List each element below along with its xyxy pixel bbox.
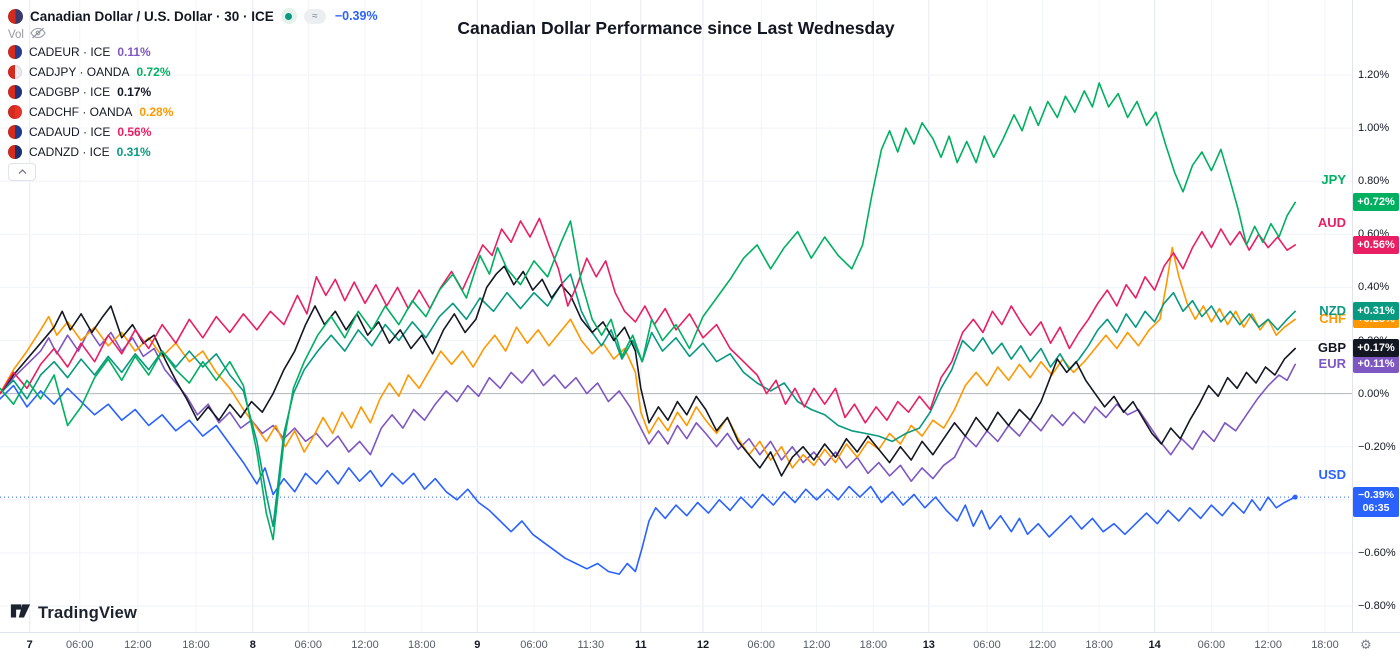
legend-pair-label: CADEUR · ICE [29, 44, 111, 59]
collapse-legend-button[interactable] [8, 163, 36, 181]
time-axis-label[interactable]: 18:00 [1311, 639, 1339, 651]
bar-countdown: 06:35 [1362, 502, 1390, 515]
legend-row-cadjpy[interactable]: CADJPY · OANDA 0.72% [8, 62, 173, 81]
time-axis-label[interactable]: 06:00 [294, 639, 323, 651]
time-axis-label[interactable]: 11:30 [577, 639, 605, 651]
time-axis-label[interactable]: 12:00 [351, 639, 379, 651]
legend-row-cadgbp[interactable]: CADGBP · ICE 0.17% [8, 82, 173, 101]
legend-pair-change: 0.17% [117, 84, 152, 99]
legend-row-cadaud[interactable]: CADAUD · ICE 0.56% [8, 122, 173, 141]
price-label-aud[interactable]: +0.56% [1353, 235, 1399, 254]
time-axis-label[interactable]: 9 [474, 639, 481, 651]
pair-flag-icon [8, 104, 22, 119]
eye-slash-icon[interactable] [30, 26, 46, 44]
time-axis-label[interactable]: 18:00 [408, 639, 436, 651]
series-code-nzd: NZD [1319, 303, 1346, 319]
time-axis-label[interactable]: 06:00 [66, 639, 94, 651]
legend-pair-change: 0.28% [139, 104, 174, 119]
price-axis-border[interactable] [1352, 0, 1353, 632]
volume-indicator-row[interactable]: Vol [8, 26, 46, 44]
pair-flag-icon [8, 144, 22, 159]
pair-flag-icon [8, 44, 22, 59]
realtime-dot-icon [285, 12, 293, 20]
price-label-jpy[interactable]: +0.72% [1353, 193, 1399, 212]
price-axis-label[interactable]: 0.00% [1358, 387, 1390, 400]
time-axis-label[interactable]: 18:00 [182, 639, 210, 651]
price-label-gbp[interactable]: +0.17% [1353, 339, 1399, 358]
series-code-aud: AUD [1317, 214, 1346, 230]
time-axis-label[interactable]: 7 [26, 639, 33, 651]
legend-pair-label: CADNZD · ICE [29, 144, 110, 159]
timezone-settings-gear-icon[interactable]: ⚙ [1360, 637, 1372, 652]
price-label-nzd[interactable]: +0.31% [1353, 302, 1399, 321]
legend-pair-change: 0.11% [117, 44, 151, 59]
chart-title: Canadian Dollar Performance since Last W… [457, 18, 895, 38]
series-code-chf: CHF [1319, 311, 1346, 327]
legend-pair-change: 0.56% [117, 124, 152, 139]
pair-flag-icon [8, 124, 22, 139]
legend-pair-label: CADCHF · OANDA [29, 104, 133, 119]
price-label-usd[interactable]: −0.39% 06:35 [1353, 487, 1399, 518]
symbol-title[interactable]: Canadian Dollar / U.S. Dollar · 30 · ICE [30, 8, 274, 24]
price-axis-label[interactable]: −0.20% [1358, 440, 1396, 453]
series-line-eur[interactable] [0, 329, 1296, 483]
legend-pair-label: CADAUD · ICE [29, 124, 111, 139]
series-code-gbp: GBP [1317, 340, 1346, 356]
time-axis-label[interactable]: 06:00 [1197, 639, 1226, 651]
legend-row-cadnzd[interactable]: CADNZD · ICE 0.31% [8, 142, 173, 161]
price-label-eur[interactable]: +0.11% [1353, 355, 1399, 374]
price-axis-label[interactable]: −0.60% [1358, 546, 1396, 559]
legend-pair-label: CADJPY · OANDA [29, 64, 130, 79]
series-line-jpy[interactable] [0, 82, 1296, 541]
time-axis-label[interactable]: 06:00 [520, 639, 548, 651]
legend-pair-label: CADGBP · ICE [29, 84, 111, 99]
time-axis-border [0, 632, 1400, 633]
time-axis-label[interactable]: 06:00 [747, 639, 775, 651]
price-axis-label[interactable]: 0.80% [1358, 175, 1390, 188]
time-axis-label[interactable]: 8 [249, 639, 256, 651]
legend-pair-change: 0.72% [136, 64, 171, 79]
vol-label[interactable]: Vol [8, 29, 24, 41]
time-axis-label[interactable]: 12:00 [1254, 639, 1282, 651]
series-line-gbp[interactable] [0, 265, 1296, 477]
symbol-header[interactable]: Canadian Dollar / U.S. Dollar · 30 · ICE… [8, 6, 378, 26]
tradingview-mark-icon [10, 600, 31, 626]
series-code-jpy: JPY [1321, 172, 1346, 188]
legend-row-cadeur[interactable]: CADEUR · ICE 0.11% [8, 42, 173, 61]
time-axis-label[interactable]: 12 [696, 639, 710, 651]
time-axis-label[interactable]: 11 [635, 639, 647, 651]
legend-row-cadchf[interactable]: CADCHF · OANDA 0.28% [8, 102, 173, 121]
series-line-aud[interactable] [0, 217, 1296, 424]
price-axis-label[interactable]: 1.20% [1358, 69, 1390, 81]
series-line-usd[interactable] [0, 384, 1296, 575]
compare-legend: CADEUR · ICE 0.11% CADJPY · OANDA 0.72% CADG… [8, 42, 173, 161]
series-line-chf[interactable] [0, 246, 1296, 469]
cadusd-flag-icon [8, 8, 23, 24]
time-axis-label[interactable]: 12:00 [124, 639, 152, 651]
pair-flag-icon [8, 64, 22, 79]
time-axis-label[interactable]: 13 [922, 639, 935, 651]
time-axis-label[interactable]: 12:00 [1028, 639, 1057, 651]
time-axis-label[interactable]: 12:00 [802, 639, 831, 651]
legend-pair-change: 0.31% [116, 144, 151, 159]
market-status-icon[interactable] [280, 8, 297, 24]
time-axis-label[interactable]: 18:00 [859, 639, 888, 651]
tradingview-logo-text: TradingView [38, 603, 138, 622]
price-axis-label[interactable]: 0.40% [1358, 281, 1390, 294]
tradingview-logo[interactable]: TradingView [10, 600, 137, 626]
series-code-eur: EUR [1318, 356, 1346, 372]
price-axis-label[interactable]: −0.80% [1358, 600, 1396, 612]
time-axis-label[interactable]: 06:00 [973, 639, 1001, 651]
series-code-usd: USD [1318, 467, 1346, 483]
last-price-dot [1292, 494, 1298, 500]
pair-flag-icon [8, 84, 22, 99]
price-axis-label[interactable]: 1.00% [1358, 122, 1390, 135]
symbol-change: −0.39% [334, 9, 378, 23]
time-axis-label[interactable]: 14 [1148, 639, 1161, 651]
time-axis-label[interactable]: 18:00 [1085, 639, 1113, 651]
data-mode-icon[interactable]: ≈ [303, 8, 326, 24]
